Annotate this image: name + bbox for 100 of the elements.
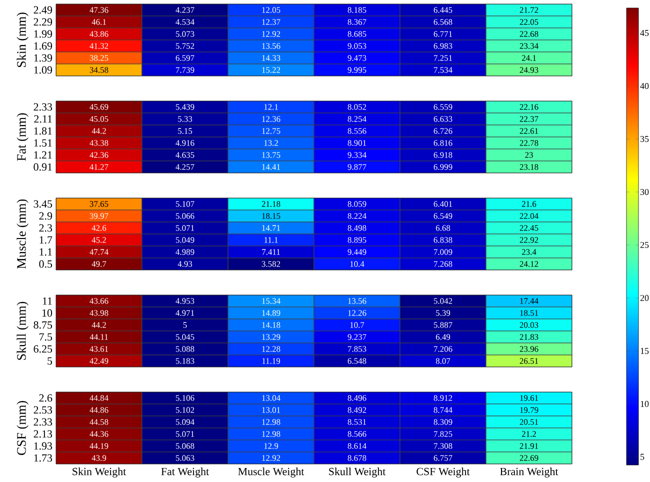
data-label: 44.86	[90, 407, 108, 413]
color-bar-label: 35	[640, 136, 649, 142]
data-label: 13.2	[264, 140, 278, 146]
data-label: 11.19	[262, 358, 280, 364]
data-label: 24.93	[520, 67, 538, 73]
y-tick-label: 1.81	[34, 127, 52, 135]
color-bar-label: 25	[640, 242, 649, 248]
data-label: 13.56	[348, 298, 366, 304]
data-label: 8.685	[348, 31, 366, 37]
data-label: 6.549	[434, 213, 452, 219]
data-label: 8.531	[348, 419, 366, 425]
data-label: 44.36	[90, 431, 108, 437]
data-label: 5.33	[178, 116, 192, 122]
data-label: 14.41	[262, 164, 280, 170]
data-label: 9.877	[348, 164, 366, 170]
data-label: 8.492	[348, 407, 366, 413]
data-label: 8.678	[348, 455, 366, 461]
y-tick-label: 1.93	[34, 442, 52, 450]
data-label: 7.206	[434, 346, 452, 352]
data-label: 20.03	[520, 322, 538, 328]
data-label: 22.92	[520, 237, 538, 243]
data-label: 42.6	[92, 225, 106, 231]
data-label: 4.971	[176, 310, 194, 316]
y-tick-label: 1.21	[34, 151, 52, 159]
data-label: 9.995	[348, 67, 366, 73]
data-label: 41.32	[90, 43, 108, 49]
data-label: 6.597	[176, 55, 194, 61]
data-label: 43.38	[90, 140, 108, 146]
y-tick-label: 2.53	[34, 406, 52, 414]
data-label: 21.91	[520, 443, 538, 449]
color-bar-label: 45	[640, 30, 649, 36]
data-label: 22.69	[520, 455, 538, 461]
data-label: 22.61	[520, 128, 538, 134]
data-label: 6.999	[434, 164, 452, 170]
data-label: 8.566	[348, 431, 366, 437]
data-label: 21.72	[520, 7, 538, 13]
data-label: 8.556	[348, 128, 366, 134]
data-label: 9.334	[348, 152, 366, 158]
data-label: 24.1	[522, 55, 536, 61]
data-label: 49.7	[92, 261, 106, 267]
data-label: 47.36	[90, 7, 108, 13]
data-label: 5.068	[176, 443, 194, 449]
data-label: 12.1	[264, 104, 278, 110]
data-label: 5.045	[176, 334, 194, 340]
data-label: 6.68	[436, 225, 450, 231]
data-label: 10.4	[350, 261, 364, 267]
data-label: 13.56	[262, 43, 280, 49]
data-label: 7.411	[262, 249, 280, 255]
color-bar-label: 40	[640, 82, 649, 90]
data-label: 8.059	[348, 201, 366, 207]
data-label: 6.771	[434, 31, 452, 37]
y-tick-label: 2.13	[34, 430, 52, 438]
data-label: 5	[183, 322, 187, 328]
color-bar-label: 20	[640, 294, 649, 301]
data-label: 15.22	[262, 67, 280, 73]
data-label: 7.853	[348, 346, 366, 352]
data-label: 5.107	[176, 201, 194, 207]
data-label: 9.449	[348, 249, 366, 255]
data-label: 21.83	[520, 334, 538, 340]
y-tick-label: 1.99	[34, 30, 52, 38]
data-label: 44.84	[90, 395, 108, 401]
data-label: 13.29	[262, 334, 280, 340]
data-label: 6.816	[434, 140, 452, 146]
data-label: 8.614	[348, 443, 366, 449]
data-label: 22.04	[520, 213, 538, 219]
data-label: 5.106	[176, 395, 194, 401]
data-label: 4.989	[176, 249, 194, 255]
data-label: 41.27	[90, 164, 108, 170]
y-tick-label: 1.39	[34, 54, 52, 62]
y-tick-label: 2.49	[34, 6, 52, 14]
data-label: 5.887	[434, 322, 452, 328]
data-label: 18.51	[520, 310, 538, 316]
y-tick-label: 1.51	[34, 139, 52, 147]
y-tick-label: 2.11	[34, 115, 52, 123]
data-label: 12.9	[264, 443, 278, 449]
data-label: 6.633	[434, 116, 452, 122]
y-tick-label: 1.7	[40, 236, 52, 244]
data-label: 12.36	[262, 116, 280, 122]
data-label: 8.185	[348, 7, 366, 13]
data-label: 19.79	[520, 407, 538, 413]
data-label: 37.65	[90, 201, 108, 207]
data-label: 6.838	[434, 237, 452, 243]
data-label: 5.088	[176, 346, 194, 352]
data-label: 5.073	[176, 31, 194, 37]
data-label: 12.98	[262, 419, 280, 425]
x-tick-label: Fat Weight	[161, 468, 210, 478]
data-label: 42.49	[90, 358, 108, 364]
y-tick-label: 0.91	[34, 163, 52, 171]
data-label: 34.58	[90, 67, 108, 73]
data-label: 7.739	[176, 67, 194, 73]
data-label: 23.34	[520, 43, 538, 49]
data-label: 46.1	[92, 19, 106, 25]
data-label: 7.009	[434, 249, 452, 255]
y-axis-title: Skin (mm)	[16, 12, 28, 68]
data-label: 8.367	[348, 19, 366, 25]
data-label: 5.066	[176, 213, 194, 219]
data-label: 23.96	[520, 346, 538, 352]
data-label: 4.93	[178, 261, 192, 267]
data-label: 7.268	[434, 261, 452, 267]
data-label: 8.498	[348, 225, 366, 231]
